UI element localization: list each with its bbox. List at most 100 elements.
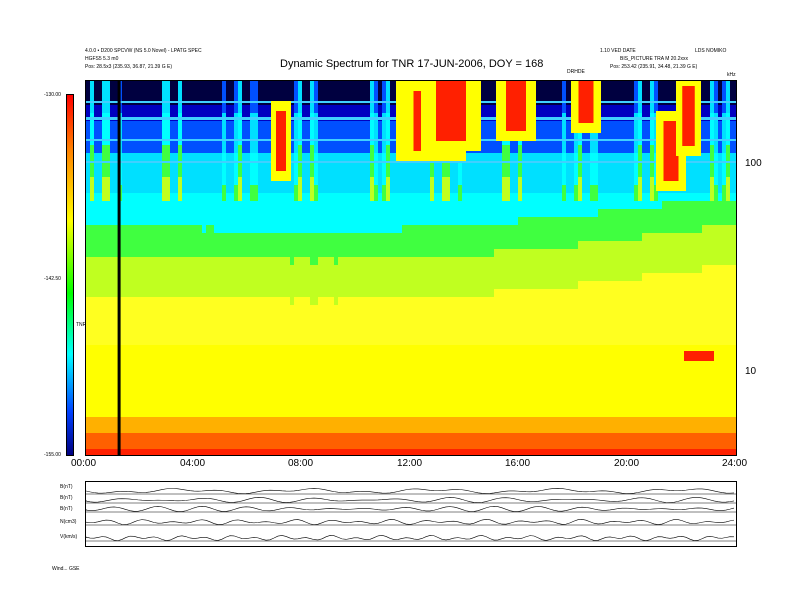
spec-cell: [90, 297, 95, 305]
spec-cell: [258, 153, 263, 161]
spec-cell: [246, 121, 251, 129]
spec-cell: [450, 329, 455, 337]
spec-cell: [230, 89, 235, 97]
spec-cell: [122, 425, 127, 433]
spec-cell: [182, 89, 187, 97]
spec-cell: [86, 369, 91, 377]
spec-cell: [238, 249, 243, 257]
spec-cell: [194, 433, 199, 441]
spec-cell: [282, 201, 287, 209]
spec-cell: [478, 401, 483, 409]
spec-cell: [506, 369, 511, 377]
spec-cell: [410, 401, 415, 409]
spec-cell: [306, 273, 311, 281]
spec-cell: [382, 345, 387, 353]
spec-cell: [194, 449, 199, 455]
spec-cell: [126, 81, 131, 89]
spec-cell: [114, 153, 119, 161]
spec-cell: [202, 225, 207, 233]
spec-cell: [270, 385, 275, 393]
spec-cell: [94, 105, 99, 113]
spec-cell: [242, 281, 247, 289]
spec-cell: [122, 273, 127, 281]
spec-cell: [258, 273, 263, 281]
spec-cell: [150, 449, 155, 455]
spec-cell: [194, 321, 199, 329]
spec-cell: [398, 417, 403, 425]
spec-cell: [294, 281, 299, 289]
spec-cell: [198, 425, 203, 433]
spec-cell: [154, 257, 159, 265]
spec-cell: [266, 161, 271, 169]
spec-cell: [350, 217, 355, 225]
spec-cell: [374, 249, 379, 257]
spec-cell: [170, 305, 175, 313]
spec-cell: [254, 89, 259, 97]
spec-cell: [426, 417, 431, 425]
spec-cell: [162, 313, 167, 321]
spec-cell: [482, 321, 487, 329]
spec-cell: [210, 217, 215, 225]
spec-cell: [482, 425, 487, 433]
spec-cell: [506, 145, 511, 153]
spec-cell: [146, 241, 151, 249]
spec-cell: [474, 369, 479, 377]
spec-cell: [94, 153, 99, 161]
spec-cell: [214, 89, 219, 97]
spec-cell: [346, 305, 351, 313]
spec-cell: [378, 225, 383, 233]
spec-cell: [490, 313, 495, 321]
spec-cell: [270, 289, 275, 297]
spec-cell: [370, 281, 375, 289]
spec-cell: [486, 161, 491, 169]
spec-cell: [274, 257, 279, 265]
spec-cell: [474, 425, 479, 433]
spec-cell: [286, 441, 291, 449]
spec-cell: [410, 449, 415, 455]
spec-cell: [446, 201, 451, 209]
spec-cell: [98, 273, 103, 281]
spec-cell: [442, 425, 447, 433]
spec-cell: [262, 305, 267, 313]
spec-cell: [130, 145, 135, 153]
spec-cell: [242, 353, 247, 361]
spec-cell: [314, 201, 319, 209]
spec-cell: [458, 313, 463, 321]
spec-cell: [190, 417, 195, 425]
spec-cell: [166, 193, 171, 201]
spec-cell: [142, 185, 147, 193]
spec-cell: [394, 313, 399, 321]
spec-cell: [178, 393, 183, 401]
spec-cell: [482, 89, 487, 97]
spec-cell: [182, 105, 187, 113]
spec-cell: [438, 393, 443, 401]
spec-cell: [170, 257, 175, 265]
spec-cell: [466, 169, 471, 177]
spec-cell: [246, 305, 251, 313]
spec-cell: [438, 209, 443, 217]
spec-cell: [258, 225, 263, 233]
spec-cell: [174, 425, 179, 433]
spec-cell: [434, 233, 439, 241]
spec-cell: [138, 353, 143, 361]
spec-cell: [362, 145, 367, 153]
spec-cell: [210, 193, 215, 201]
spec-cell: [498, 409, 503, 417]
spec-cell: [438, 257, 443, 265]
spec-cell: [278, 193, 283, 201]
spec-cell: [266, 233, 271, 241]
spec-cell: [482, 249, 487, 257]
spec-cell: [330, 393, 335, 401]
spec-cell: [378, 281, 383, 289]
spec-cell: [354, 441, 359, 449]
spec-cell: [310, 305, 315, 313]
spec-cell: [330, 193, 335, 201]
spec-cell: [218, 369, 223, 377]
spec-cell: [350, 329, 355, 337]
spec-cell: [298, 329, 303, 337]
spec-cell: [414, 361, 419, 369]
spec-cell: [438, 441, 443, 449]
spec-cell: [338, 177, 343, 185]
spec-cell: [230, 345, 235, 353]
spec-cell: [446, 361, 451, 369]
